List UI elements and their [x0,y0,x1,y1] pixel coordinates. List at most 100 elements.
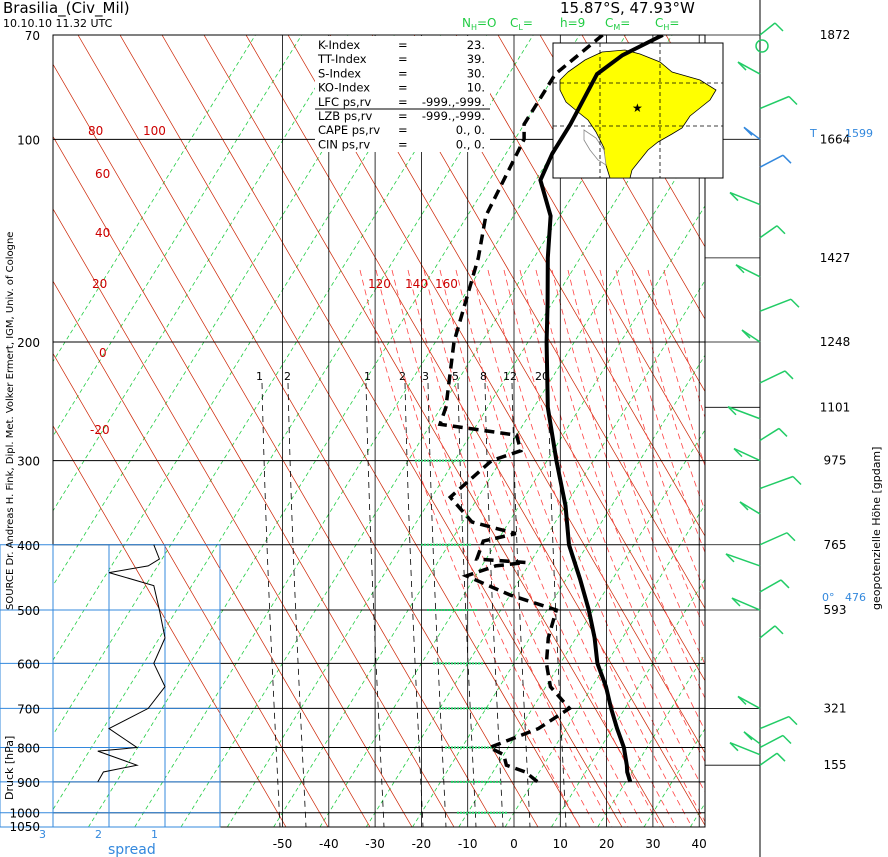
moist-adiabat-line [423,269,645,827]
isotherm-line [458,429,705,827]
index-label: K-Index [318,38,360,52]
theta-label: -20 [90,423,110,437]
wind-barb-feather [776,225,786,235]
wind-barb-feather [725,553,735,563]
pacific-coast-grey [583,129,607,166]
mixing-ratio-label: 2 [284,370,291,383]
index-value: -999.,-999. [422,95,485,109]
cloud-code: CL= [510,16,533,32]
index-operator: = [398,81,408,95]
theta-label: 120 [368,277,391,291]
wind-barb-feather [727,406,737,416]
wind-barb-feather [737,695,747,705]
isotherm-lines [53,35,705,827]
dry-adiabat-line [203,35,665,827]
axes: 7010020030040050060070080090010001050-50… [9,28,850,851]
temperature-tick-label: -10 [458,837,478,851]
dry-adiabat-line [161,35,623,827]
index-operator: = [398,52,408,66]
index-operator: = [398,123,408,137]
index-label: S-Index [318,66,361,80]
pressure-tick-label: 500 [17,604,40,618]
wind-barb-feather [733,448,743,458]
moist-adiabat-line [583,269,705,630]
wind-barb-feather [788,95,798,106]
dry-adiabat-line [53,280,371,827]
moist-adiabat-line [551,269,705,699]
dry-adiabat-line [371,35,705,610]
wind-barb-feather [737,61,747,71]
dry-adiabat-line [413,35,705,537]
wind-barb [739,501,761,515]
indices-box [315,36,490,152]
isotherm-line [180,35,673,827]
pressure-tick-label: 70 [25,29,40,43]
wind-barb [759,95,790,110]
wind-barb-feather [729,192,739,202]
theta-label: 20 [92,277,107,291]
mixing-ratio-label: 12 [503,370,517,383]
cloud-codes: NH=O CL= h=9 CM= CH= [462,16,679,32]
plot-frame [52,34,706,828]
mixing-ratio-line [427,382,447,827]
isotherm-line [412,354,705,827]
mixing-ratio-label: 1 [256,370,263,383]
pressure-tick-label: 200 [17,336,40,350]
moist-adiabat-line [375,269,597,827]
index-label: CIN ps,rv [318,137,370,151]
height-tick-label: 1101 [820,400,851,414]
wind-barb [759,225,778,239]
wind-barb-feather [743,731,753,741]
wind-barb [759,298,792,312]
moist-adiabat-line [503,269,705,793]
station-star-icon: ★ [632,101,643,115]
moist-adiabat-line [663,269,705,419]
tropopause-label: T [809,127,817,140]
mixing-ratio-line [511,382,531,827]
mixing-ratio-line [404,382,424,827]
moist-adiabat-line [599,269,705,593]
wind-barb [735,264,761,278]
dry-adiabat-line [53,425,287,827]
wind-barb-feather [792,475,802,486]
height-tick-label: 1664 [820,132,851,146]
pressure-tick-label: 400 [17,539,40,553]
dry-adiabat-line [53,208,413,827]
moist-adiabat-line [391,269,613,827]
height-tick-label: 1872 [820,28,851,42]
spread-axis-title: spread [108,842,156,857]
wind-barb-feather [774,625,784,635]
mixing-ratio-line [365,382,385,827]
temperature-tick-label: -40 [319,837,339,851]
wind-barb-feather [741,329,751,339]
index-value: 23. [467,38,485,52]
wind-barb [759,370,786,384]
wind-barb-feather [776,752,786,762]
mixing-ratio-label: 3 [422,370,429,383]
isotherm-line [53,35,349,512]
wind-barb-feather [778,427,788,437]
dry-adiabat-line [77,35,539,827]
datetime-label: 10.10.10 11.32 UTC [3,17,113,30]
spread-tick-label: 3 [39,828,46,841]
spread-tick-label: 1 [151,828,158,841]
isotherm-line [551,578,705,827]
wind-barb-feather [780,579,790,589]
wind-barb-feather [786,532,796,542]
location-label: 15.87°S, 47.93°W [560,0,695,17]
height-tick-label: 593 [824,603,847,617]
mixing-ratio-label: 2 [399,370,406,383]
freezing-label: 0° [822,591,835,604]
isotherm-line [53,35,441,661]
index-label: CAPE ps,rv [318,123,380,137]
theta-label: 0 [99,346,107,360]
wind-barb-feather [729,742,739,752]
wind-barb [759,625,776,639]
moist-adiabat-line [359,269,581,827]
dry-adiabat-line [455,35,705,465]
height-tick-label: 1427 [820,251,851,265]
spread-grid: 3 2 1 [0,544,221,841]
wind-barb-feather [782,734,792,745]
pressure-tick-label: 600 [17,657,40,671]
